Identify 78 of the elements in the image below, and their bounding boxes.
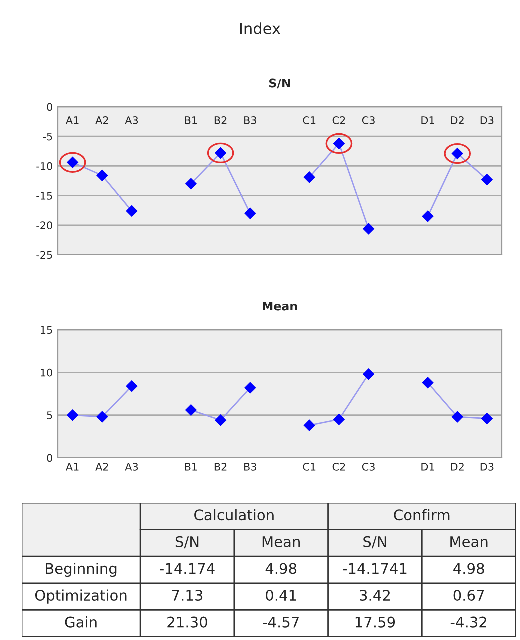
text: S/N [364,536,386,549]
text: Confirm [394,509,450,521]
point [244,382,256,394]
point [482,174,493,186]
x-tick-label: D3 [480,463,494,471]
text: 7.13 [172,590,203,602]
point [96,411,108,423]
point [186,178,197,190]
point [126,206,138,217]
text: Mean [262,536,300,548]
point [304,172,316,184]
x-tick-label: D2 [451,463,464,471]
text: Calculation [194,509,274,521]
text: -14.1741 [343,563,407,574]
text: 3.42 [360,590,390,602]
text: -14.174 [160,563,215,574]
text: Index [240,22,281,34]
x-tick-label: C2 [332,463,346,471]
point [215,414,226,426]
text: 0.41 [266,590,296,602]
x-tick-label: D2 [451,116,464,124]
point [126,380,138,392]
point [304,420,316,432]
x-tick-label: A1 [66,463,79,471]
x-tick-label: C1 [303,116,316,124]
text: -4.32 [450,616,486,628]
x-tick-label: A3 [125,463,138,471]
x-tick-label: C1 [303,463,316,471]
x-tick-label: C3 [362,463,375,471]
y-tick-label: -10 [36,162,52,170]
point [186,404,197,416]
text: Mean [450,536,488,548]
x-tick-label: D1 [422,116,434,124]
x-tick-label: B3 [244,463,256,471]
point [244,208,256,220]
text: Beginning [46,562,117,578]
x-tick-label: C2 [332,116,346,124]
text: 21.30 [168,616,208,628]
point [452,411,464,423]
chart-title: S/N [270,78,290,89]
text: -4.57 [263,616,299,628]
y-tick-label: -5 [43,132,52,141]
point [422,377,434,389]
chart-title: Mean [263,302,298,311]
y-tick-label: -15 [36,192,52,200]
point [96,170,108,182]
point [363,223,374,235]
y-tick-label: -20 [36,222,52,230]
point [363,368,374,380]
text: S/N [176,536,199,549]
x-tick-label: D1 [422,463,434,471]
y-tick-label: 15 [41,326,52,334]
point [334,414,345,426]
y-tick-label: 0 [47,454,52,462]
x-tick-label: B1 [185,463,198,471]
text: 17.59 [356,616,396,628]
text: 4.98 [454,563,484,574]
y-tick-label: 10 [41,368,52,377]
y-tick-label: 0 [47,103,52,112]
point [67,410,78,421]
x-tick-label: A1 [66,116,79,124]
text: 0.67 [454,590,484,602]
y-tick-label: -25 [36,251,52,260]
text: Optimization [35,590,127,604]
x-tick-label: B2 [214,116,227,124]
x-tick-label: B3 [244,116,256,124]
x-tick-label: D3 [480,116,494,124]
point [482,413,493,424]
text: 4.98 [266,563,297,574]
x-tick-label: B1 [185,116,198,124]
x-tick-label: A3 [125,116,138,124]
point [422,210,434,222]
x-tick-label: A2 [96,116,108,124]
text: Gain [65,616,97,628]
x-tick-label: A2 [96,463,108,471]
x-tick-label: C3 [362,116,375,124]
x-tick-label: B2 [214,463,227,471]
y-tick-label: 5 [47,412,52,420]
